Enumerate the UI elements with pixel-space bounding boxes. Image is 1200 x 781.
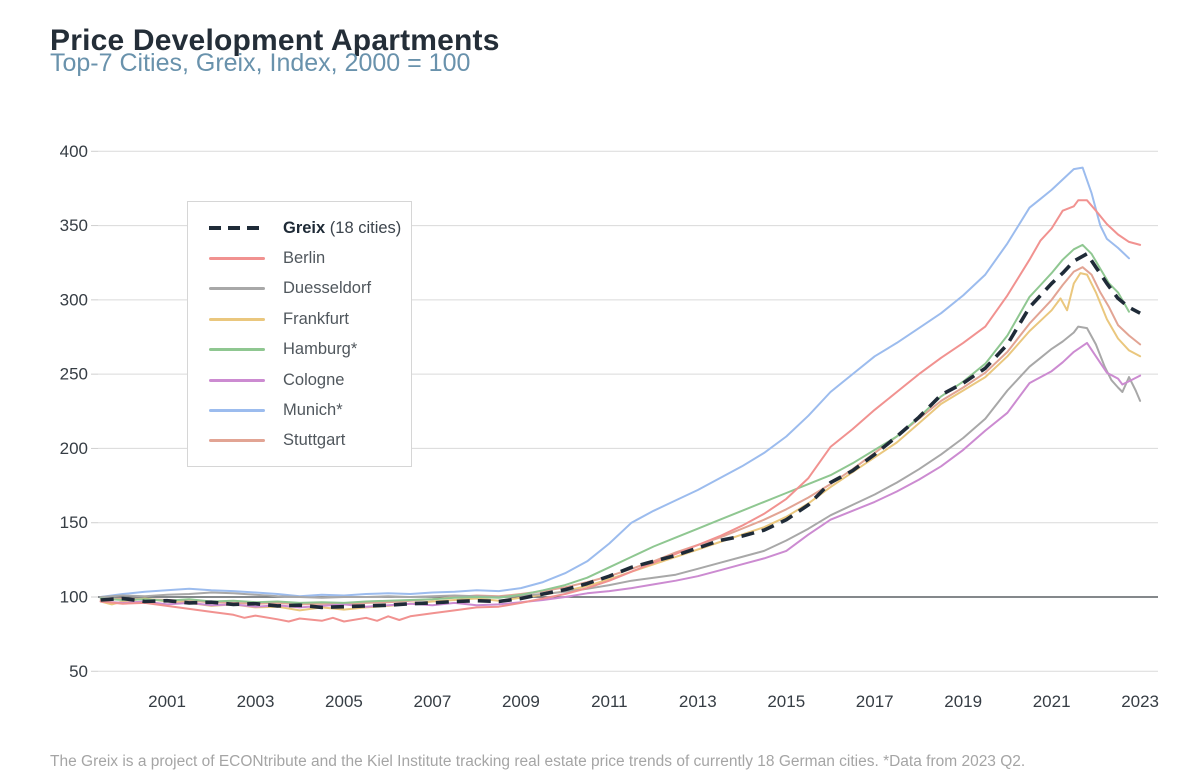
legend-label-hamburg: Hamburg* — [283, 340, 358, 359]
x-tick-label-2019: 2019 — [944, 692, 982, 711]
y-tick-label-150: 150 — [60, 513, 88, 532]
legend-label-berlin: Berlin — [283, 249, 326, 268]
y-tick-label-50: 50 — [69, 662, 88, 681]
x-tick-label-2021: 2021 — [1033, 692, 1071, 711]
y-tick-label-350: 350 — [60, 216, 88, 235]
y-tick-label-300: 300 — [60, 290, 88, 309]
y-tick-label-100: 100 — [60, 588, 88, 607]
series-line-duesseldorf — [99, 325, 1142, 599]
legend-item-munich: Munich* — [209, 395, 411, 425]
legend-swatch-greix — [209, 226, 265, 231]
series-line-munich — [99, 166, 1130, 598]
series-line-greix — [100, 252, 1141, 610]
legend-item-cologne: Cologne — [209, 365, 411, 395]
legend-item-frankfurt: Frankfurt — [209, 304, 411, 334]
x-tick-label-2005: 2005 — [325, 692, 363, 711]
legend-label-stuttgart: Stuttgart — [283, 431, 346, 450]
legend-item-stuttgart: Stuttgart — [209, 426, 411, 456]
y-tick-label-200: 200 — [60, 439, 88, 458]
legend-label-munich: Munich* — [283, 401, 343, 420]
x-tick-label-2023: 2023 — [1121, 692, 1159, 711]
series-line-cologne — [99, 341, 1142, 609]
legend-label-duesseldorf: Duesseldorf — [283, 279, 372, 298]
x-tick-label-2013: 2013 — [679, 692, 717, 711]
x-tick-label-2011: 2011 — [591, 692, 628, 711]
legend-swatch-munich — [209, 409, 265, 413]
legend-swatch-stuttgart — [209, 439, 265, 443]
legend-label-frankfurt: Frankfurt — [283, 309, 350, 328]
series-line-berlin — [99, 199, 1142, 623]
legend-item-hamburg: Hamburg* — [209, 335, 411, 365]
legend-swatch-cologne — [209, 378, 265, 382]
x-tick-label-2003: 2003 — [237, 692, 275, 711]
x-tick-label-2009: 2009 — [502, 692, 540, 711]
legend-item-berlin: Berlin — [209, 243, 411, 273]
y-tick-label-400: 400 — [60, 142, 88, 161]
legend-label-cologne: Cologne — [283, 370, 345, 389]
x-tick-label-2017: 2017 — [856, 692, 894, 711]
legend-item-greix: Greix (18 cities) — [209, 213, 411, 243]
page-subtitle: Top-7 Cities, Greix, Index, 2000 = 100 — [50, 49, 471, 77]
x-tick-label-2007: 2007 — [414, 692, 452, 711]
source-note: The Greix is a project of ECONtribute an… — [50, 753, 1026, 770]
legend-swatch-duesseldorf — [209, 287, 265, 291]
x-tick-label-2001: 2001 — [148, 692, 186, 711]
series-line-hamburg — [99, 243, 1130, 604]
chart-legend: Greix (18 cities) Berlin Duesseldorf Frankf… — [187, 201, 412, 467]
legend-item-duesseldorf: Duesseldorf — [209, 274, 411, 304]
legend-swatch-berlin — [209, 257, 265, 261]
y-tick-label-250: 250 — [60, 365, 88, 384]
legend-swatch-frankfurt — [209, 317, 265, 321]
page-title: Price Development Apartments — [50, 24, 500, 58]
legend-label-greix: Greix (18 cities) — [283, 218, 402, 237]
legend-swatch-hamburg — [209, 348, 265, 352]
x-tick-label-2015: 2015 — [767, 692, 805, 711]
